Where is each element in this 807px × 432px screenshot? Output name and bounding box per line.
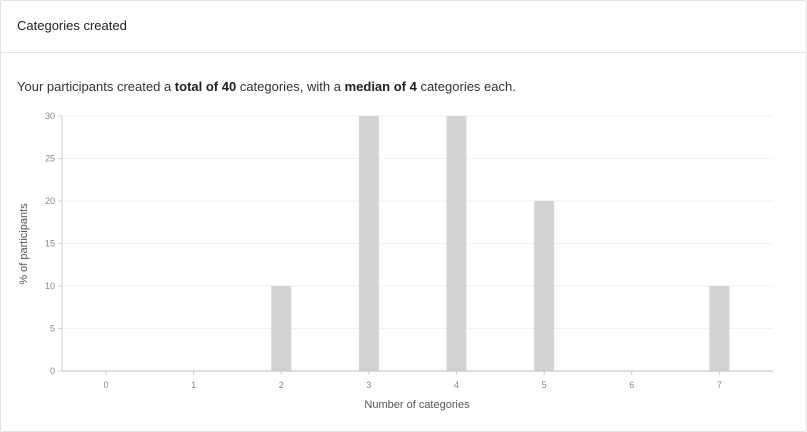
summary-suffix: categories each. — [416, 79, 516, 94]
y-tick-label: 20 — [45, 196, 55, 206]
y-tick-label: 0 — [50, 366, 55, 376]
summary-text: Your participants created a total of 40 … — [17, 79, 516, 94]
bar-3[interactable] — [358, 116, 379, 371]
x-tick-label: 3 — [366, 380, 371, 390]
x-tick-label: 6 — [629, 380, 634, 390]
y-tick-label: 25 — [45, 154, 55, 164]
grid-lines — [62, 115, 773, 329]
card-header: Categories created — [1, 1, 806, 53]
y-tick-label: 15 — [45, 239, 55, 249]
summary-median: median of 4 — [344, 79, 417, 94]
bar-4[interactable] — [446, 116, 467, 371]
x-tick-label: 1 — [191, 380, 196, 390]
y-axis-title: % of participants — [18, 203, 30, 285]
y-tick-label: 5 — [50, 324, 55, 334]
bar-2[interactable] — [271, 286, 292, 371]
y-axis-ticks: 0 5 10 15 20 25 30 — [45, 111, 62, 376]
x-tick-label: 5 — [542, 380, 547, 390]
x-tick-label: 4 — [454, 380, 459, 390]
summary-total: total of 40 — [174, 79, 237, 94]
bars — [271, 116, 730, 371]
y-tick-label: 10 — [45, 281, 55, 291]
x-tick-label: 7 — [717, 380, 722, 390]
summary-middle: categories, with a — [236, 79, 345, 94]
bar-7[interactable] — [709, 286, 730, 371]
x-tick-label: 0 — [103, 380, 108, 390]
x-axis-title: Number of categories — [364, 399, 470, 411]
bar-5[interactable] — [534, 201, 555, 371]
card-title: Categories created — [17, 18, 127, 33]
summary-prefix: Your participants created a — [17, 79, 175, 94]
x-tick-label: 2 — [279, 380, 284, 390]
x-axis-ticks: 0 1 2 3 4 5 6 7 — [103, 371, 722, 390]
y-tick-label: 30 — [45, 111, 55, 121]
